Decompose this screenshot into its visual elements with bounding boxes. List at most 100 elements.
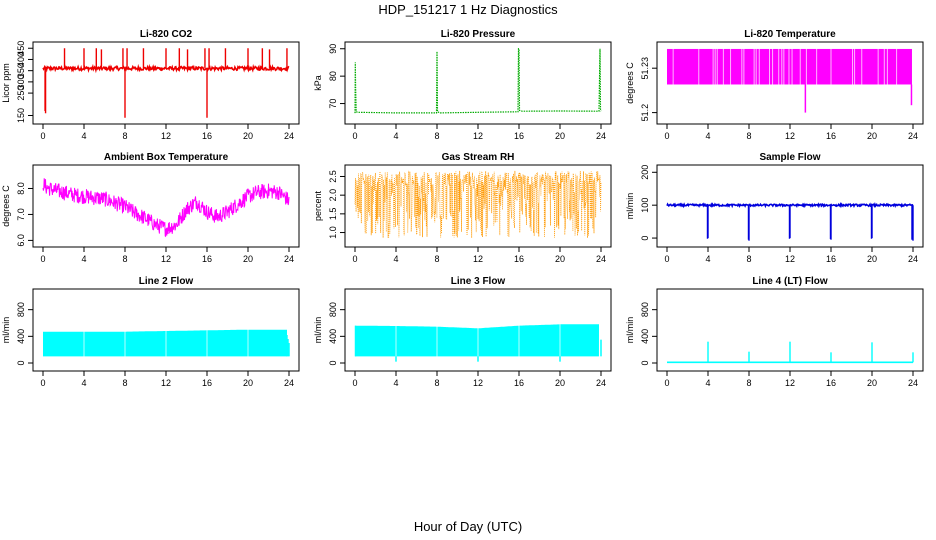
x-tick-label: 16: [202, 254, 212, 264]
panel-line2: Line 2 Flow 0 4 8 12 16 20 24 0 400 800 ml/min: [1, 276, 300, 388]
x-tick-label: 0: [352, 378, 357, 388]
x-tick-label: 24: [596, 378, 606, 388]
y-tick-label: 100: [640, 198, 650, 213]
y-tick-label: 7.0: [16, 208, 26, 221]
y-tick-label: 70: [328, 99, 338, 109]
x-tick-label: 12: [473, 131, 483, 141]
x-tick-label: 0: [352, 254, 357, 264]
x-tick-label: 4: [705, 254, 710, 264]
y-axis-label: degrees C: [625, 62, 635, 104]
x-tick-label: 0: [40, 254, 45, 264]
panel-title: Li-820 Pressure: [441, 29, 516, 40]
y-tick-label: 51.23: [640, 57, 650, 80]
series-line: [42, 178, 290, 238]
y-tick-label: 6.0: [16, 234, 26, 247]
x-tick-label: 12: [785, 131, 795, 141]
y-axis-label: kPa: [313, 75, 323, 91]
x-tick-label: 4: [705, 131, 710, 141]
x-tick-label: 4: [393, 131, 398, 141]
y-axis-label: ml/min: [625, 317, 635, 344]
y-axis-label: percent: [313, 190, 323, 221]
y-tick-label: 2.5: [328, 170, 338, 183]
series-co2: [42, 48, 290, 118]
x-tick-label: 16: [826, 254, 836, 264]
panel-title: Line 4 (LT) Flow: [752, 276, 828, 287]
series-line4: [667, 341, 914, 364]
x-tick-label: 0: [40, 131, 45, 141]
x-tick-label: 12: [473, 254, 483, 264]
x-tick-label: 4: [81, 131, 86, 141]
x-tick-label: 12: [473, 378, 483, 388]
y-axis-label: ml/min: [625, 193, 635, 220]
x-tick-label: 8: [122, 378, 127, 388]
series-pressure: [354, 48, 602, 114]
x-tick-label: 16: [826, 378, 836, 388]
x-tick-label: 20: [555, 378, 565, 388]
x-tick-label: 0: [664, 378, 669, 388]
x-tick-label: 4: [81, 378, 86, 388]
y-tick-label: 1.0: [328, 226, 338, 239]
x-tick-label: 4: [81, 254, 86, 264]
panel-title: Line 2 Flow: [139, 276, 194, 287]
y-tick-label: 400: [16, 52, 26, 67]
x-tick-label: 24: [596, 254, 606, 264]
y-tick-label: 350: [16, 63, 26, 78]
y-tick-label: 51.2: [640, 104, 650, 122]
x-tick-label: 20: [243, 378, 253, 388]
x-tick-label: 4: [393, 254, 398, 264]
panel-title: Li-820 CO2: [140, 29, 193, 40]
x-tick-label: 0: [664, 131, 669, 141]
x-tick-label: 12: [785, 378, 795, 388]
x-tick-label: 20: [555, 254, 565, 264]
panel-sample_flow: Sample Flow 0 4 8 12 16 20 24 0 100 200 ml/min: [625, 152, 924, 264]
panel-title: Gas Stream RH: [442, 152, 515, 163]
series-line: [354, 170, 602, 238]
x-tick-label: 16: [514, 131, 524, 141]
panel-title: Li-820 Temperature: [744, 29, 836, 40]
x-tick-label: 12: [161, 254, 171, 264]
series-area: [355, 324, 599, 357]
x-tick-label: 4: [705, 378, 710, 388]
y-tick-label: 0: [16, 360, 26, 365]
x-tick-label: 20: [243, 131, 253, 141]
panel-rh: Gas Stream RH 0 4 8 12 16 20 24 1.0 1.5 2.0 2.5 perc…: [313, 152, 612, 264]
y-tick-label: 400: [16, 329, 26, 344]
x-tick-label: 16: [514, 378, 524, 388]
x-tick-label: 8: [434, 378, 439, 388]
x-tick-label: 24: [908, 131, 918, 141]
panel-line4: Line 4 (LT) Flow 0 4 8 12 16 20 24 0 400 800 ml/min: [625, 276, 924, 388]
x-tick-label: 20: [555, 131, 565, 141]
x-tick-label: 16: [202, 131, 212, 141]
x-tick-label: 8: [434, 131, 439, 141]
panel-li_temp: Li-820 Temperature 0 4 8 12 16 20 24 51.2 51.23 de…: [625, 29, 924, 141]
x-tick-label: 12: [785, 254, 795, 264]
x-tick-label: 0: [352, 131, 357, 141]
panel-title: Ambient Box Temperature: [104, 152, 229, 163]
y-tick-label: 400: [328, 329, 338, 344]
x-tick-label: 24: [908, 378, 918, 388]
x-tick-label: 16: [826, 131, 836, 141]
x-tick-label: 8: [122, 131, 127, 141]
y-axis-label: Licor ppm: [1, 63, 11, 103]
x-tick-label: 24: [596, 131, 606, 141]
x-tick-label: 12: [161, 131, 171, 141]
y-tick-label: 450: [16, 41, 26, 56]
figure-xlabel: Hour of Day (UTC): [414, 519, 522, 534]
y-axis-label: degrees C: [1, 185, 11, 227]
x-tick-label: 12: [161, 378, 171, 388]
x-tick-label: 8: [746, 254, 751, 264]
y-tick-label: 300: [16, 74, 26, 89]
y-axis-label: ml/min: [313, 317, 323, 344]
y-tick-label: 0: [640, 236, 650, 241]
y-tick-label: 8.0: [16, 182, 26, 195]
series-area: [667, 48, 912, 85]
x-tick-label: 20: [867, 131, 877, 141]
series-line2: [43, 291, 290, 369]
x-tick-label: 20: [867, 254, 877, 264]
y-tick-label: 200: [640, 165, 650, 180]
y-tick-label: 80: [328, 71, 338, 81]
x-tick-label: 8: [746, 131, 751, 141]
y-tick-label: 800: [640, 302, 650, 317]
